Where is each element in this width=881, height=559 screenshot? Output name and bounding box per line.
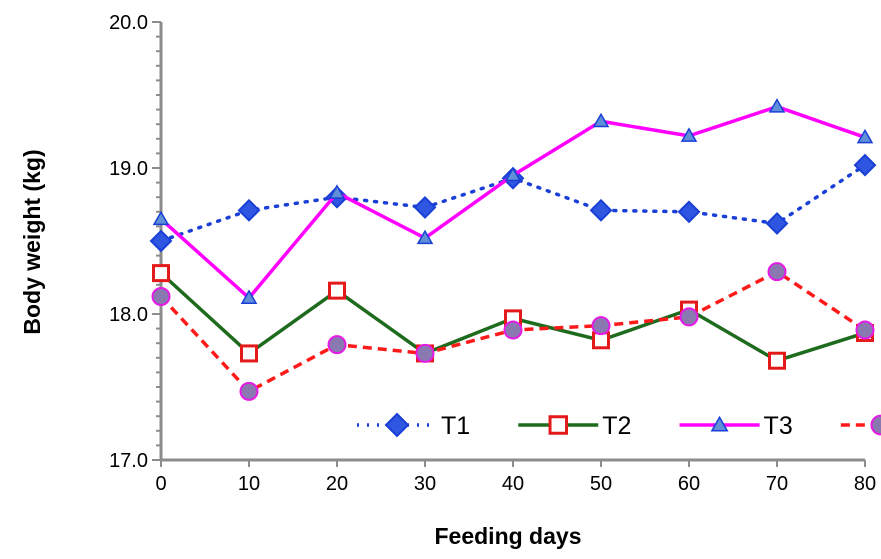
x-tick-label: 20 (326, 473, 348, 495)
legend-marker-t3 (710, 415, 729, 432)
legend: T1 T2 T3 T4 (357, 412, 881, 440)
data-point-t3 (240, 289, 258, 304)
data-point-t2 (240, 344, 258, 363)
data-point-t2 (768, 351, 786, 370)
x-tick-label: 40 (502, 473, 524, 495)
data-point-t1 (853, 153, 877, 177)
data-point-t1 (413, 196, 437, 219)
series-t4 (151, 262, 875, 401)
data-point-t4 (591, 316, 611, 336)
legend-label-t2: T2 (602, 412, 631, 440)
data-point-t4 (855, 320, 875, 340)
series (149, 98, 877, 401)
data-point-t3 (416, 229, 434, 245)
data-point-t2 (152, 264, 170, 283)
series-t3 (152, 98, 874, 304)
y-tick-label: 20.0 (109, 12, 148, 34)
x-tick-label: 50 (590, 473, 612, 495)
data-point-t4 (679, 307, 699, 327)
x-tick-label: 60 (678, 473, 700, 495)
data-point-t3 (328, 184, 346, 199)
legend-item-t2: T2 (518, 412, 631, 440)
ticks: 17.0 18.0 19.0 20.0 0 10 20 30 40 50 60 70 80 (109, 12, 876, 495)
data-point-t1 (149, 229, 173, 253)
x-tick-label: 70 (766, 473, 788, 495)
data-point-t4 (327, 335, 347, 355)
legend-label-t3: T3 (764, 412, 793, 440)
axes (159, 22, 865, 462)
data-point-t1 (677, 200, 701, 224)
series-line-t3 (159, 104, 866, 300)
data-point-t1 (237, 198, 261, 222)
y-axis-title: Body weight (kg) (19, 149, 45, 334)
x-tick-label: 80 (854, 473, 876, 495)
legend-label-t1: T1 (441, 412, 470, 440)
data-point-t3 (592, 112, 610, 128)
data-point-t4 (151, 286, 171, 306)
data-point-t1 (589, 198, 613, 222)
x-tick-label: 0 (155, 473, 166, 495)
data-point-t3 (152, 210, 170, 226)
legend-item-t1: T1 (357, 412, 470, 440)
legend-item-t3: T3 (679, 412, 793, 440)
x-tick-label: 30 (414, 473, 436, 495)
x-tick-label: 10 (238, 473, 260, 495)
data-point-t3 (768, 98, 786, 113)
series-t1 (149, 153, 877, 253)
y-tick-label: 18.0 (109, 304, 148, 326)
data-point-t1 (765, 212, 789, 235)
data-point-t4 (503, 320, 523, 340)
data-point-t4 (239, 381, 259, 401)
legend-marker-t1 (384, 412, 410, 438)
data-point-t2 (328, 281, 346, 300)
x-axis-title: Feeding days (435, 523, 582, 549)
legend-marker-t4 (870, 414, 881, 436)
data-point-t4 (767, 262, 787, 282)
data-point-t4 (415, 343, 435, 363)
y-tick-label: 19.0 (109, 158, 148, 180)
y-tick-label: 17.0 (109, 450, 148, 472)
data-point-t3 (504, 166, 522, 182)
data-point-t3 (856, 128, 874, 144)
data-point-t3 (680, 127, 698, 142)
legend-item-t4: T4 (840, 414, 881, 436)
legend-marker-t2 (548, 415, 569, 435)
